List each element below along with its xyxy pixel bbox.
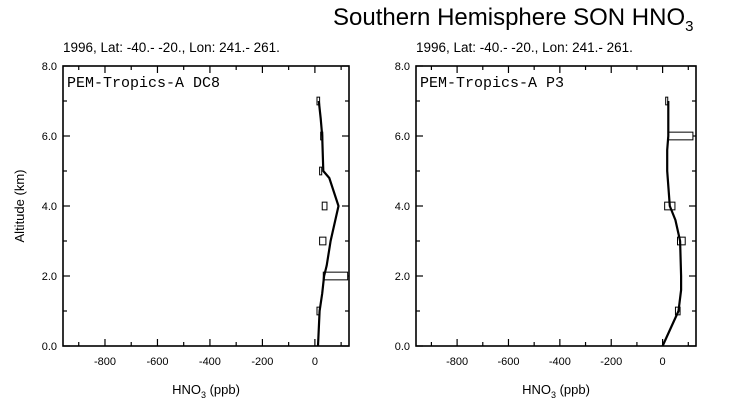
y-tick-label: 0.0 [42, 341, 57, 353]
y-tick-label: 8.0 [42, 61, 57, 73]
plot-frame [415, 65, 697, 347]
panel-p3: 1996, Lat: -40.- -20., Lon: 241.- 261. P… [395, 40, 697, 400]
x-label-unit: (ppb) [206, 382, 240, 397]
y-tick-label: 6.0 [42, 131, 57, 143]
range-box [667, 131, 694, 141]
inner-label: PEM-Tropics-A P3 [420, 75, 564, 92]
inner-label: PEM-Tropics-A DC8 [67, 75, 220, 92]
range-box [321, 201, 328, 211]
y-tick-label: 4.0 [42, 201, 57, 213]
y-tick-label: 8.0 [395, 61, 410, 73]
y-tick-label: 0.0 [395, 341, 410, 353]
plot-frame [62, 65, 350, 347]
x-tick-label: -600 [146, 356, 168, 368]
x-tick-label: -400 [199, 356, 221, 368]
x-tick-label: 0 [312, 356, 318, 368]
range-box [319, 236, 327, 246]
profile-line [661, 101, 683, 347]
profile-line [316, 100, 340, 347]
panel-dc8: 1996, Lat: -40.- -20., Lon: 241.- 261. P… [12, 40, 350, 400]
x-tick-label: -200 [251, 356, 273, 368]
x-label-unit: (ppb) [556, 382, 590, 397]
x-label-main: HNO [522, 382, 551, 397]
x-tick-label: -800 [94, 356, 116, 368]
y-tick-label: 2.0 [42, 271, 57, 283]
x-label-subscript: 3 [201, 390, 206, 400]
x-tick-label: -600 [497, 356, 519, 368]
figure-title-subscript: 3 [685, 18, 693, 35]
x-label-subscript: 3 [551, 390, 556, 400]
panel-subtitle: 1996, Lat: -40.- -20., Lon: 241.- 261. [63, 40, 280, 55]
x-tick-label: -200 [600, 356, 622, 368]
y-tick-label: 4.0 [395, 201, 410, 213]
x-axis-label: HNO3 (ppb) [522, 382, 590, 400]
y-tick-label: 2.0 [395, 271, 410, 283]
panel-subtitle: 1996, Lat: -40.- -20., Lon: 241.- 261. [416, 40, 633, 55]
x-tick-label: 0 [660, 356, 666, 368]
y-axis-label: Altitude (km) [12, 170, 27, 243]
x-axis-label: HNO3 (ppb) [172, 382, 240, 400]
range-box [322, 271, 349, 281]
figure-title-main: Southern Hemisphere SON HNO [333, 4, 685, 31]
x-tick-label: -400 [549, 356, 571, 368]
y-tick-label: 6.0 [395, 131, 410, 143]
range-box [319, 166, 323, 176]
range-box [677, 236, 686, 246]
x-label-main: HNO [172, 382, 201, 397]
figure-title: Southern Hemisphere SON HNO3 [333, 4, 693, 35]
x-tick-label: -800 [446, 356, 468, 368]
